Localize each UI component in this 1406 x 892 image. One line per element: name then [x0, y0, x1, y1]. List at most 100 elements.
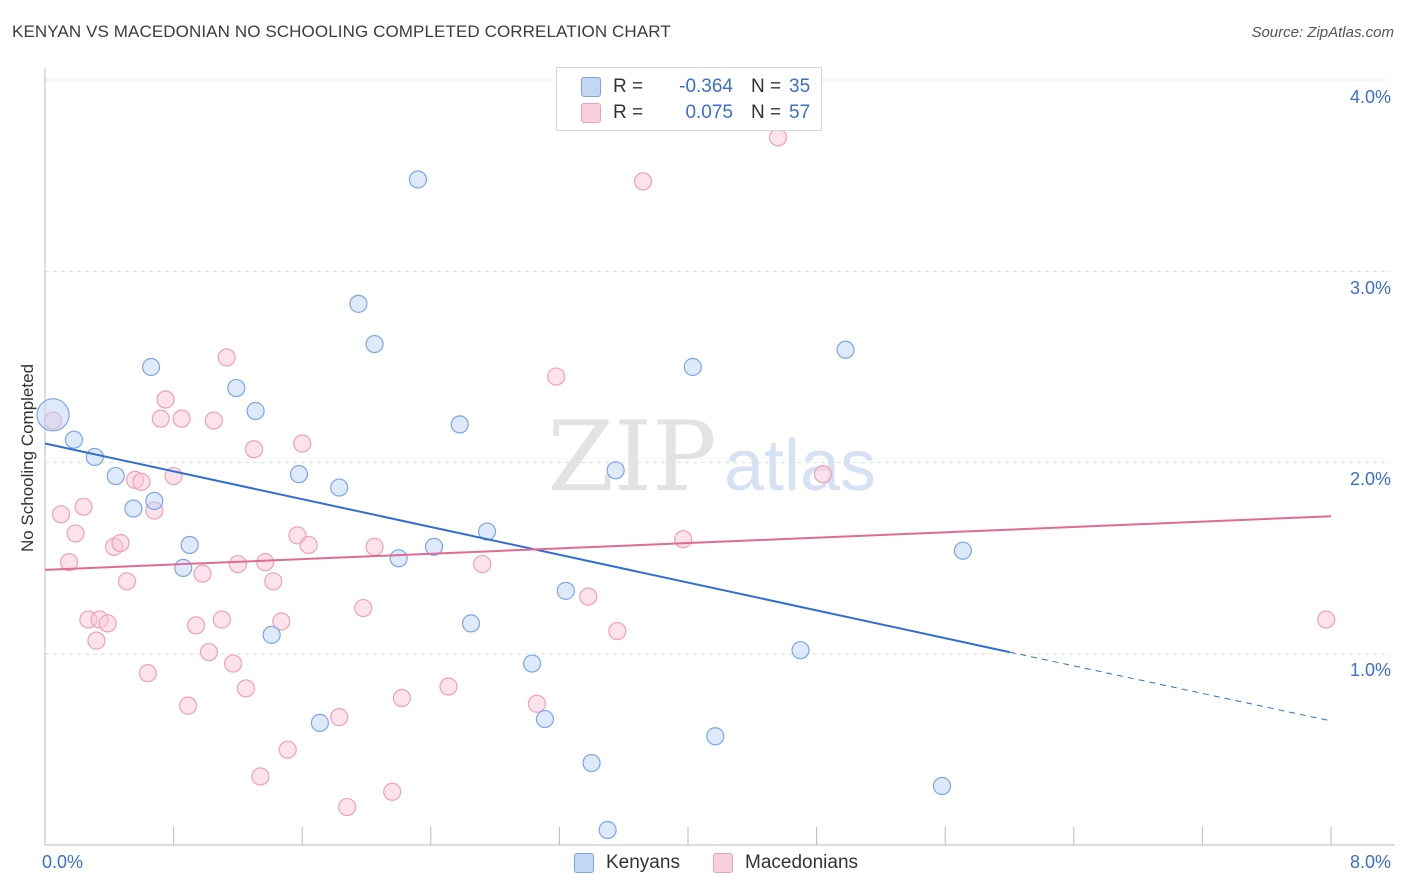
- kenyans-point: [365, 334, 384, 354]
- legend-label: Macedonians: [745, 852, 859, 873]
- kenyans-point: [36, 398, 70, 432]
- macedonians-point: [251, 767, 270, 786]
- r-label: R =: [613, 102, 644, 123]
- kenyans-point: [262, 625, 281, 644]
- kenyans-point: [408, 170, 428, 189]
- n-label: N =: [751, 102, 782, 123]
- macedonians-point: [256, 553, 275, 572]
- macedonians-point: [212, 610, 231, 629]
- kenyans-point: [174, 558, 193, 578]
- kenyans-point: [180, 535, 199, 555]
- macedonians-point: [138, 664, 157, 683]
- legend-item-kenyans: Kenyans: [574, 852, 680, 874]
- macedonians-point: [272, 612, 291, 631]
- kenyans-swatch: [574, 853, 594, 873]
- macedonians-point: [383, 782, 402, 801]
- macedonians-point: [293, 434, 312, 453]
- n-label: N =: [751, 76, 782, 97]
- x-tick-label-min: 0.0%: [42, 852, 84, 872]
- source-label: Source: ZipAtlas.com: [1251, 24, 1394, 41]
- kenyans-point: [424, 537, 444, 556]
- kenyans-point: [349, 294, 368, 313]
- kenyans-point: [522, 654, 542, 673]
- macedonians-point: [156, 390, 175, 409]
- macedonians-point: [264, 572, 283, 591]
- kenyans-point: [606, 461, 625, 480]
- macedonians-point: [132, 472, 151, 491]
- macedonians-swatch: [581, 103, 601, 123]
- kenyans-point: [106, 466, 125, 486]
- macedonians-point: [51, 505, 71, 524]
- kenyans-trend-extension: [1009, 651, 1332, 722]
- macedonians-point: [813, 465, 833, 484]
- kenyans-point: [683, 357, 702, 377]
- kenyans-point: [791, 641, 810, 660]
- macedonians-point: [199, 642, 219, 662]
- legend-label: Kenyans: [606, 852, 680, 873]
- kenyans-point: [330, 478, 349, 497]
- legend-item-macedonians: Macedonians: [713, 852, 858, 874]
- kenyans-point: [145, 491, 164, 511]
- kenyans-point: [706, 727, 725, 746]
- kenyans-point: [836, 340, 855, 359]
- series-legend: Kenyans Macedonians: [0, 852, 1406, 876]
- macedonians-point: [473, 554, 492, 574]
- r-label: R =: [613, 76, 644, 97]
- macedonians-point: [178, 696, 198, 715]
- kenyans-point: [535, 709, 555, 729]
- macedonians-point: [111, 533, 130, 553]
- macedonians-point: [338, 797, 357, 817]
- macedonians-point: [392, 688, 411, 708]
- macedonians-point: [117, 572, 137, 591]
- macedonians-point: [674, 530, 693, 549]
- macedonians-point: [87, 631, 106, 650]
- n-value: 35: [789, 76, 811, 97]
- macedonians-swatch: [713, 853, 733, 873]
- macedonians-point: [633, 172, 653, 191]
- kenyans-point: [953, 541, 972, 560]
- legend-row-kenyans: R = -0.364 N = 35: [581, 74, 810, 100]
- macedonians-point: [278, 740, 297, 759]
- macedonians-trend-line: [44, 515, 1332, 571]
- macedonians-point: [151, 409, 170, 428]
- macedonians-point: [608, 621, 627, 641]
- macedonians-point: [527, 694, 546, 713]
- y-tick-label-1: 1.0%: [1350, 660, 1392, 680]
- n-value: 57: [789, 102, 811, 123]
- y-tick-label-3: 3.0%: [1350, 278, 1392, 298]
- macedonians-point: [236, 679, 256, 698]
- kenyans-trend-line: [44, 442, 1010, 654]
- kenyans-point: [246, 401, 265, 421]
- macedonians-point: [74, 497, 93, 516]
- correlation-legend: R = -0.364 N = 35 R = 0.075 N = 57: [556, 67, 822, 131]
- macedonians-point: [217, 348, 236, 367]
- kenyans-point: [289, 465, 309, 484]
- macedonians-point: [354, 598, 373, 618]
- y-tick-label-2: 2.0%: [1350, 469, 1392, 489]
- kenyans-point: [582, 753, 601, 773]
- macedonians-point: [439, 677, 458, 696]
- macedonians-point: [299, 535, 318, 555]
- r-value: -0.364: [679, 76, 733, 97]
- legend-row-macedonians: R = 0.075 N = 57: [581, 100, 810, 126]
- macedonians-point: [172, 409, 191, 428]
- kenyans-point: [64, 430, 84, 449]
- kenyans-point: [124, 499, 143, 518]
- kenyans-point: [450, 415, 469, 434]
- macedonians-point: [1317, 610, 1336, 629]
- watermark-atlas: atlas: [724, 426, 876, 506]
- kenyans-point: [141, 357, 161, 377]
- macedonians-point: [204, 411, 223, 430]
- kenyans-point: [389, 549, 408, 568]
- kenyans-point: [556, 581, 575, 600]
- macedonians-point: [579, 587, 598, 606]
- macedonians-point: [223, 654, 243, 673]
- macedonians-point: [98, 614, 117, 633]
- kenyans-point: [932, 776, 952, 796]
- macedonians-point: [244, 440, 264, 459]
- watermark-zip: ZIP: [547, 401, 716, 513]
- kenyans-point: [598, 820, 617, 840]
- macedonians-point: [193, 564, 212, 583]
- y-tick-label-4: 4.0%: [1350, 87, 1392, 107]
